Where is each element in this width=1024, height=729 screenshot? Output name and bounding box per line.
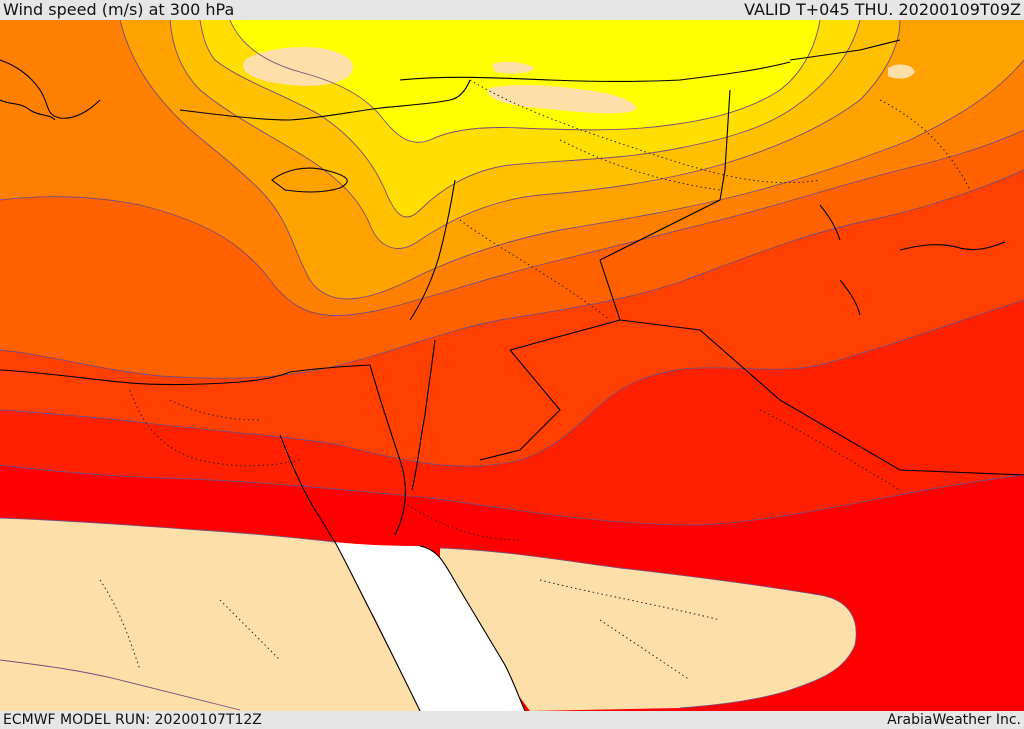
model-run: ECMWF MODEL RUN: 20200107T12Z	[3, 712, 262, 728]
red-sea	[335, 542, 525, 711]
map-title: Wind speed (m/s) at 300 hPa	[3, 0, 235, 19]
contour-lines	[0, 20, 1024, 711]
land-sahara-main	[0, 518, 420, 711]
land-patch-small	[492, 61, 535, 74]
land-patch-north	[242, 47, 354, 86]
map-footer: ECMWF MODEL RUN: 20200107T12Z ArabiaWeat…	[0, 711, 1024, 729]
map-header: Wind speed (m/s) at 300 hPa VALID T+045 …	[0, 0, 1024, 20]
wind-speed-map	[0, 20, 1024, 711]
brand-credit: ArabiaWeather Inc.	[887, 712, 1021, 728]
borders	[99, 79, 971, 681]
boundary-lines	[479, 39, 1024, 476]
valid-time: VALID T+045 THU. 20200109T09Z	[744, 0, 1021, 19]
coastlines	[0, 59, 1006, 711]
map-canvas	[0, 20, 1024, 711]
land-patch-east	[888, 64, 915, 79]
land-arabia	[440, 548, 857, 711]
land-patch-anatolia	[487, 85, 636, 114]
